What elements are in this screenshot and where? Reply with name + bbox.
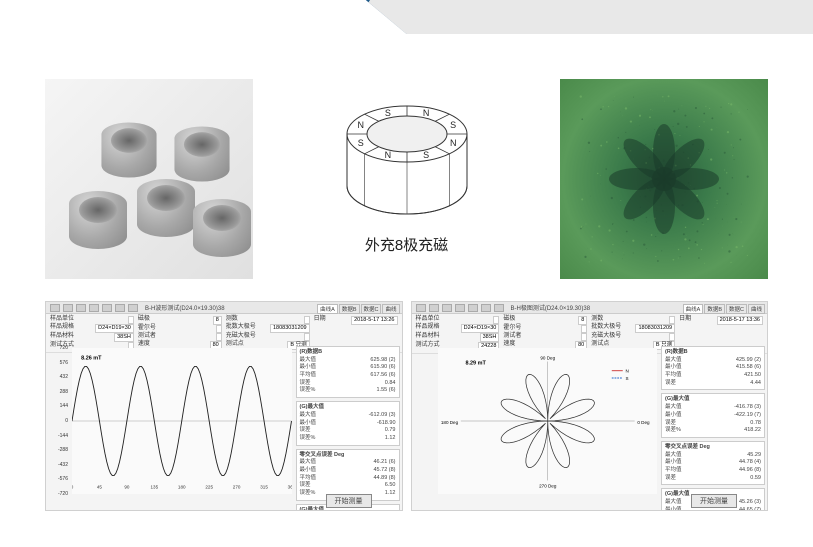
svg-text:180 Deg: 180 Deg <box>440 420 458 425</box>
magnetic-pattern <box>560 79 768 279</box>
ring-svg: NSNSNSNS <box>337 104 477 224</box>
svg-text:45: 45 <box>97 485 103 490</box>
screenshot-row: B-H波形测试(D24.0×19.30)38曲线A数据B数据C曲线样品单位样品规… <box>0 279 813 511</box>
svg-text:8.26 mT: 8.26 mT <box>81 356 102 362</box>
svg-text:270: 270 <box>233 485 241 490</box>
ring-diagram: NSNSNSNS 外充8极充磁 <box>303 79 511 279</box>
svg-text:N: N <box>384 150 391 160</box>
svg-text:S: S <box>384 107 390 117</box>
product-photo <box>45 79 253 279</box>
header-blue-bg: D24xD19x30 38SH <box>0 0 370 34</box>
polar-screenshot: B-H极图测试(D24.0×19.30)38曲线A数据B数据C曲线样品单位样品规… <box>411 301 769 511</box>
svg-text:N: N <box>357 120 364 130</box>
svg-text:225: 225 <box>205 485 213 490</box>
svg-text:315: 315 <box>260 485 268 490</box>
svg-text:0 Deg: 0 Deg <box>637 420 650 425</box>
pattern-flower-svg <box>579 94 749 264</box>
svg-text:S: S <box>450 120 456 130</box>
svg-text:N: N <box>449 137 456 147</box>
start-measure-button[interactable]: 开始测量 <box>691 494 737 508</box>
svg-text:S: S <box>357 137 363 147</box>
svg-text:90 Deg: 90 Deg <box>540 356 555 361</box>
svg-text:135: 135 <box>151 485 159 490</box>
svg-text:8.29 mT: 8.29 mT <box>465 360 486 366</box>
svg-text:90: 90 <box>124 485 130 490</box>
diagram-caption: 外充8极充磁 <box>365 234 448 255</box>
svg-text:N: N <box>422 107 429 117</box>
page-title: D24xD19x30 38SH <box>18 7 182 28</box>
svg-text:S: S <box>423 150 429 160</box>
start-measure-button[interactable]: 开始测量 <box>326 494 372 508</box>
svg-text:N: N <box>625 369 628 374</box>
waveform-screenshot: B-H波形测试(D24.0×19.30)38曲线A数据B数据C曲线样品单位样品规… <box>45 301 403 511</box>
image-row: NSNSNSNS 外充8极充磁 <box>0 34 813 279</box>
svg-text:0: 0 <box>72 485 74 490</box>
svg-text:360: 360 <box>288 485 292 490</box>
svg-text:180: 180 <box>178 485 186 490</box>
svg-text:S: S <box>625 376 628 381</box>
header-bar: D24xD19x30 38SH <box>0 0 813 34</box>
svg-text:270 Deg: 270 Deg <box>539 484 557 489</box>
